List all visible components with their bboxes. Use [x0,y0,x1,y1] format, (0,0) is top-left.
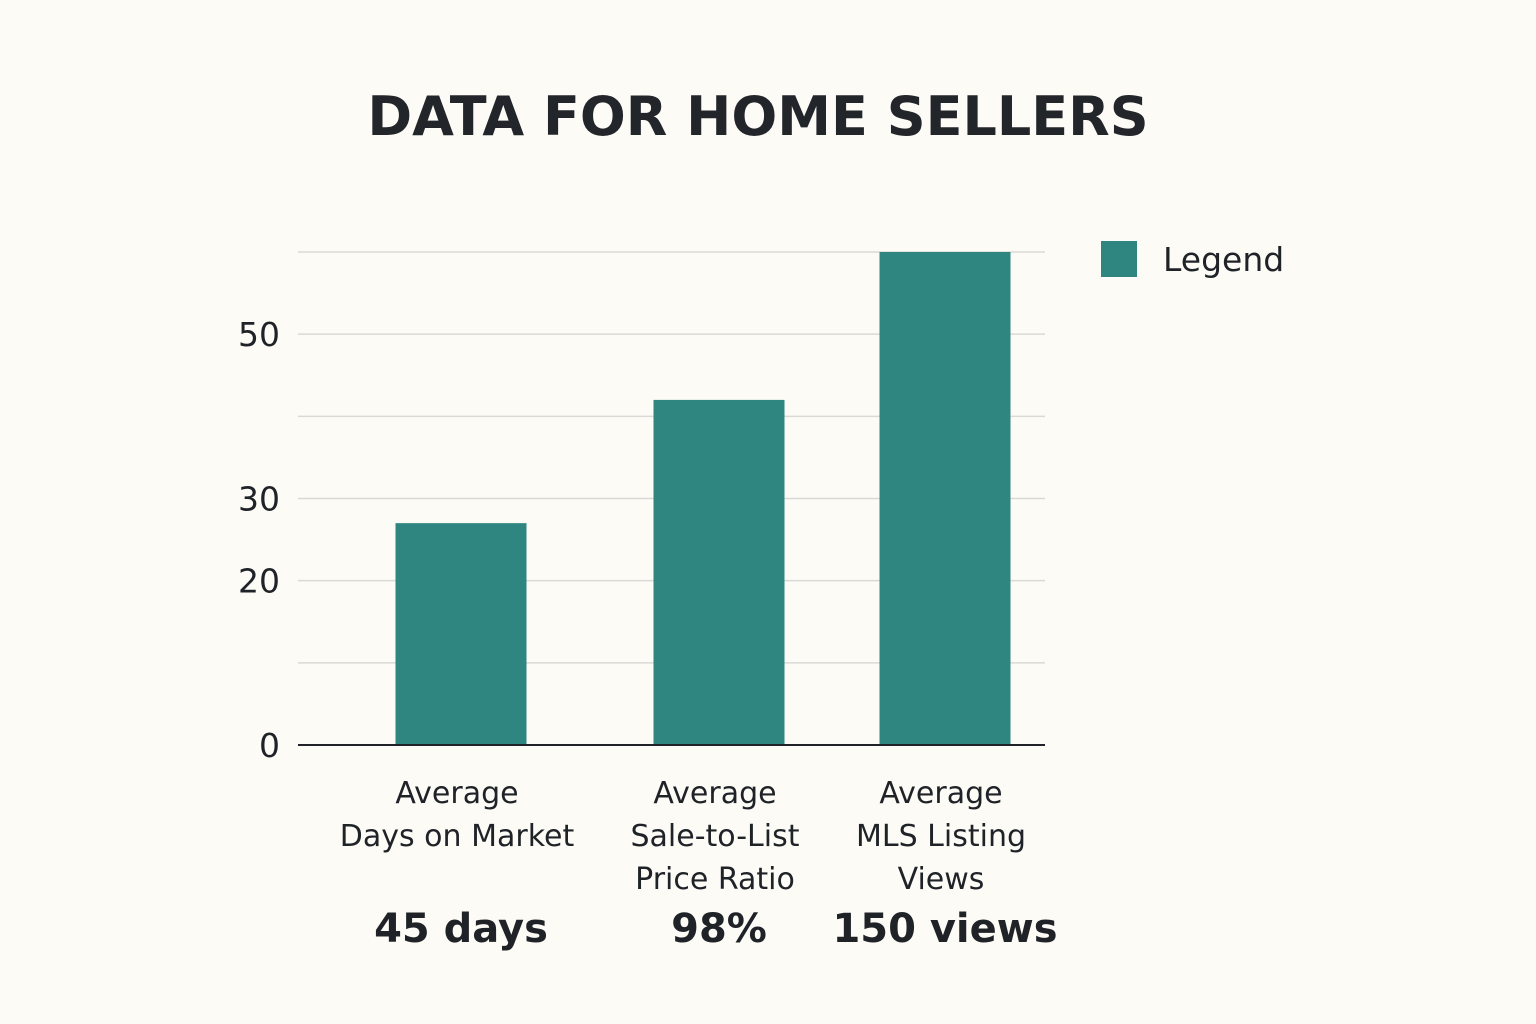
y-tick-label: 20 [238,562,280,601]
legend-swatch [1101,241,1137,277]
category-label-line: MLS Listing [856,819,1026,854]
legend-label: Legend [1163,240,1284,279]
y-tick-label: 0 [259,726,280,765]
y-tick-labels: 0 20 30 50 [238,315,280,765]
category-label-line: Average [653,776,776,811]
category-labels: Average Days on Market Average Sale-to-List… [340,776,1026,897]
category-label-line: Views [898,862,985,897]
category-label-line: Sale-to-List [631,819,800,854]
category-label: Average MLS Listing Views [856,776,1026,897]
bar [653,399,785,745]
chart-title: DATA FOR HOME SELLERS [367,85,1148,148]
y-tick-label: 30 [238,480,280,519]
y-tick-label: 50 [238,315,280,354]
category-label-line: Average [395,776,518,811]
category-label: Average Days on Market [340,776,575,854]
value-label: 150 views [832,906,1057,952]
category-label: Average Sale-to-List Price Ratio [631,776,800,897]
value-label: 45 days [374,906,548,952]
bar [879,252,1011,745]
category-label-line: Days on Market [340,819,575,854]
value-labels: 45 days 98% 150 views [374,906,1057,952]
category-label-line: Price Ratio [635,862,795,897]
legend: Legend [1101,240,1284,279]
value-label: 98% [671,906,767,952]
category-label-line: Average [879,776,1002,811]
bar [395,523,527,745]
bars [395,252,1011,745]
